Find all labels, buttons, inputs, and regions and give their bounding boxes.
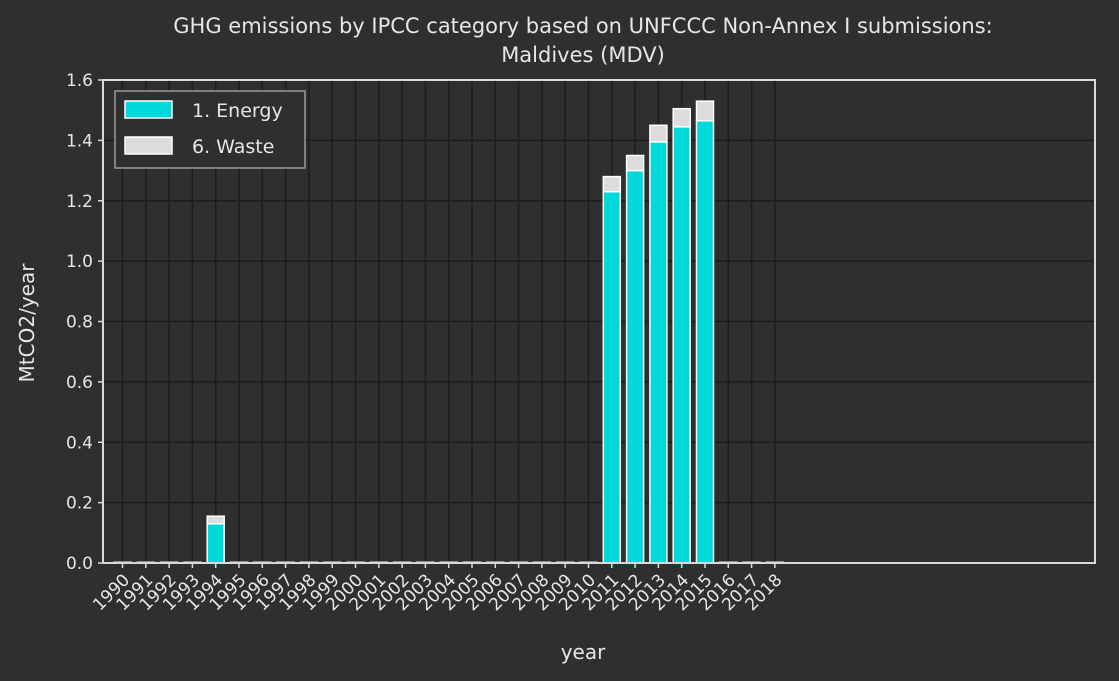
legend-swatch-energy (124, 100, 173, 119)
y-tick-label: 1.0 (66, 252, 93, 272)
chart-title-line2: Maldives (MDV) (501, 43, 665, 67)
legend: 1. Energy 6. Waste (114, 90, 306, 169)
bar-energy-2011 (602, 190, 622, 564)
bar-waste-2011 (602, 175, 622, 193)
bar-waste-1994 (206, 515, 225, 525)
y-tick-label: 1.2 (66, 192, 93, 212)
y-tick-label: 0.8 (66, 313, 93, 333)
y-tick-labels: 0.0 0.2 0.4 0.6 0.8 1.0 1.2 1.4 1.6 (66, 71, 103, 574)
bar-energy-2015 (695, 120, 715, 564)
y-tick-label: 1.6 (66, 71, 93, 91)
y-axis-label: MtCO2/year (15, 263, 39, 383)
bars (113, 100, 785, 564)
bar-waste-2013 (649, 124, 668, 143)
y-tick-label: 0.2 (66, 494, 93, 514)
legend-label-energy: 1. Energy (192, 100, 283, 122)
bar-energy-2013 (649, 141, 668, 564)
legend-swatch-waste (124, 136, 173, 155)
bar-waste-2014 (672, 107, 691, 128)
y-tick-label: 1.4 (66, 131, 93, 151)
y-tick-label: 0.6 (66, 373, 93, 393)
bar-energy-2014 (672, 126, 691, 564)
bar-waste-2012 (625, 154, 645, 172)
legend-label-waste: 6. Waste (192, 136, 274, 158)
y-tick-label: 0.4 (66, 433, 93, 453)
bar-energy-1994 (206, 523, 225, 564)
bar-waste-2015 (695, 100, 715, 122)
x-tick-labels: 1990199119921993199419951996199719981999… (89, 563, 786, 615)
chart-title-line1: GHG emissions by IPCC category based on … (173, 14, 992, 38)
bar-energy-2012 (625, 169, 645, 564)
y-tick-label: 0.0 (66, 554, 93, 574)
x-axis-label: year (561, 640, 606, 664)
